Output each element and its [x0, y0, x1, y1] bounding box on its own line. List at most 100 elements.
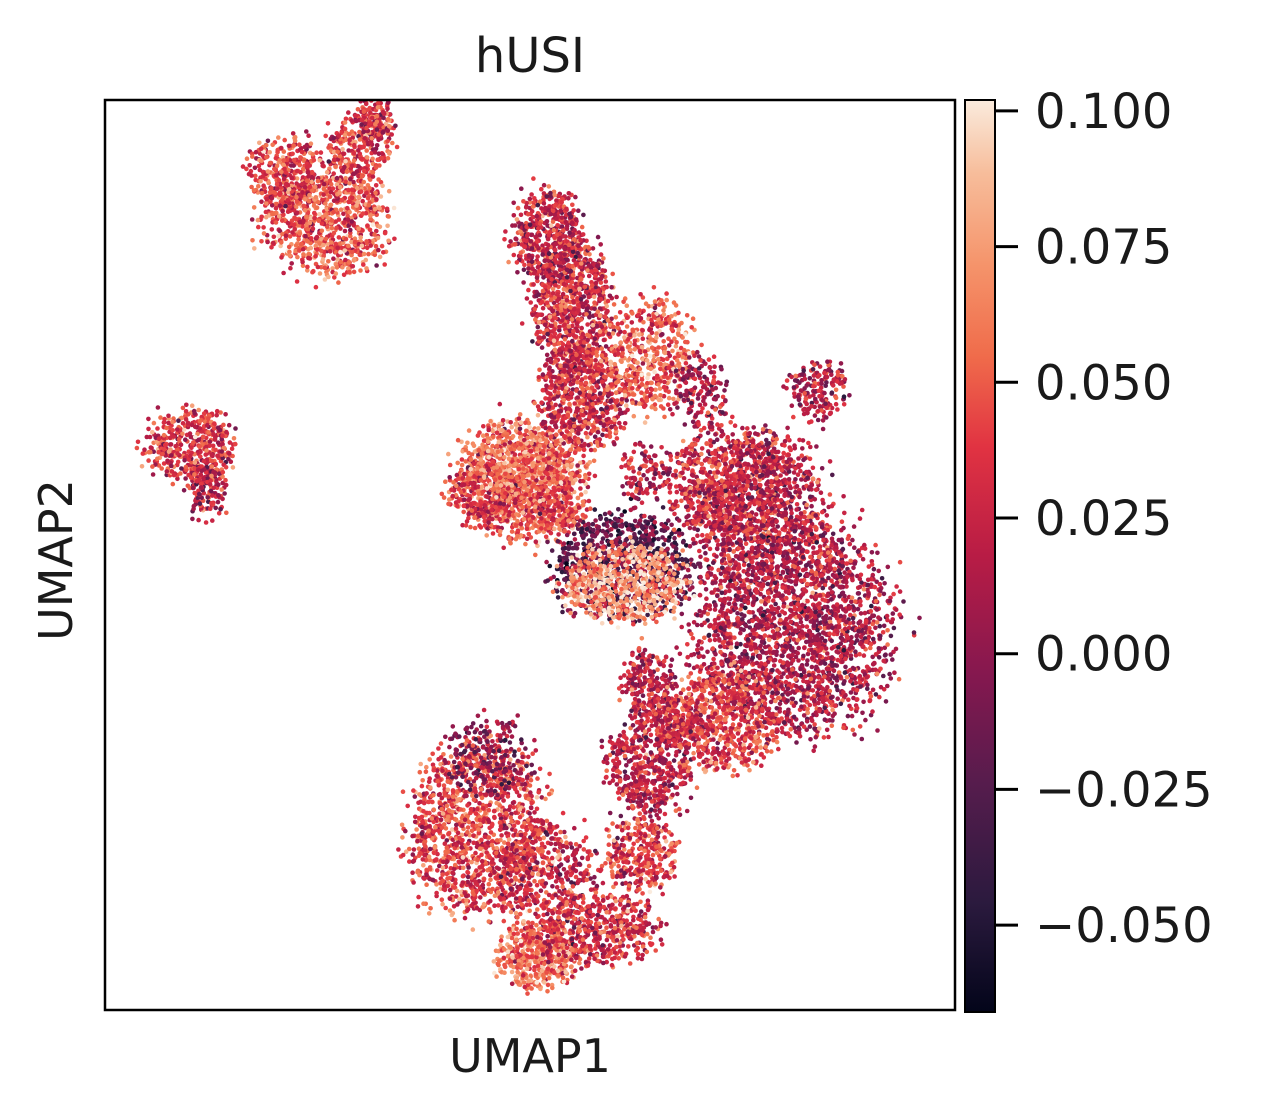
cell-point: [317, 158, 323, 163]
cell-point: [649, 799, 655, 804]
cell-point: [276, 177, 282, 183]
cell-point: [299, 149, 305, 155]
cell-point: [441, 783, 447, 788]
cell-point: [528, 790, 533, 795]
cell-point: [317, 212, 322, 217]
cell-point: [516, 962, 521, 967]
cell-point: [207, 439, 213, 445]
cell-point: [599, 738, 605, 744]
cell-point: [280, 208, 285, 214]
cell-point: [498, 942, 503, 948]
cell-point: [509, 969, 515, 975]
cell-point: [393, 123, 398, 129]
cell-point: [361, 129, 366, 135]
cell-point: [588, 506, 593, 512]
cell-point: [450, 851, 456, 856]
cell-point: [417, 872, 422, 878]
cell-point: [286, 244, 292, 250]
cell-point: [508, 944, 513, 950]
cell-point: [200, 434, 206, 440]
cell-point: [363, 101, 369, 107]
cell-point: [315, 178, 321, 184]
cell-point: [322, 277, 328, 282]
cell-point: [515, 946, 520, 951]
cell-point: [538, 986, 543, 992]
cell-point: [642, 777, 647, 783]
cell-point: [328, 202, 333, 208]
cell-point: [649, 761, 654, 767]
cell-point: [417, 769, 423, 775]
cell-point: [293, 248, 298, 254]
cell-point: [360, 211, 366, 216]
cell-point: [178, 442, 184, 448]
cell-point: [487, 866, 493, 871]
cell-point: [478, 895, 483, 900]
cell-point: [357, 252, 363, 258]
cell-point: [160, 451, 165, 457]
cell-point: [423, 769, 429, 775]
cell-point: [469, 828, 475, 834]
cell-point: [147, 434, 153, 440]
cell-point: [273, 220, 279, 225]
cell-point: [385, 106, 390, 112]
cell-point: [626, 805, 631, 811]
cell-point: [488, 910, 493, 915]
cell-point: [427, 810, 432, 816]
cell-point: [450, 870, 456, 876]
cell-point: [632, 734, 638, 740]
cell-point: [280, 218, 285, 223]
cell-point: [259, 214, 265, 220]
cell-point: [150, 429, 155, 435]
cell-point: [455, 830, 461, 836]
cell-point: [483, 811, 488, 816]
cell-point: [435, 778, 440, 784]
cell-point: [498, 824, 504, 829]
cell-point: [684, 808, 690, 814]
cell-point: [465, 825, 471, 830]
cell-point: [524, 526, 530, 532]
cell-point: [382, 262, 388, 267]
cell-point: [277, 203, 283, 208]
cell-point: [666, 761, 671, 767]
cell-point: [171, 472, 177, 478]
cell-point: [257, 167, 263, 173]
cell-point: [525, 817, 531, 823]
cell-point: [646, 727, 652, 732]
cell-point: [295, 254, 300, 260]
cell-point: [343, 236, 349, 242]
cell-point: [427, 846, 433, 852]
cell-point: [502, 947, 507, 952]
cell-point: [518, 938, 524, 944]
cell-point: [271, 240, 276, 246]
cell-point: [633, 728, 638, 734]
cell-point: [411, 858, 417, 864]
cell-point: [255, 217, 261, 223]
cell-point: [479, 837, 484, 843]
cell-point: [342, 120, 348, 125]
cell-point: [359, 174, 365, 179]
cell-point: [345, 205, 350, 211]
cell-point: [638, 737, 643, 743]
cell-point: [645, 788, 651, 794]
cell-point: [364, 190, 369, 196]
cell-point: [650, 780, 656, 785]
cell-point: [622, 753, 628, 759]
cell-point: [511, 931, 517, 937]
cell-point: [510, 955, 515, 960]
cell-point: [364, 148, 370, 153]
cell-point: [362, 168, 367, 174]
cell-point: [452, 917, 457, 923]
cell-point: [424, 791, 429, 796]
cell-point: [180, 421, 186, 426]
cell-point: [306, 252, 312, 257]
cell-point: [369, 136, 375, 141]
cell-point: [216, 482, 221, 488]
cell-point: [486, 881, 492, 887]
cell-point: [419, 831, 425, 836]
cell-point: [386, 214, 392, 219]
cell-point: [431, 807, 437, 812]
cell-point: [545, 784, 550, 790]
cell-point: [459, 883, 464, 888]
cell-point: [374, 113, 380, 119]
cell-point: [146, 426, 151, 432]
